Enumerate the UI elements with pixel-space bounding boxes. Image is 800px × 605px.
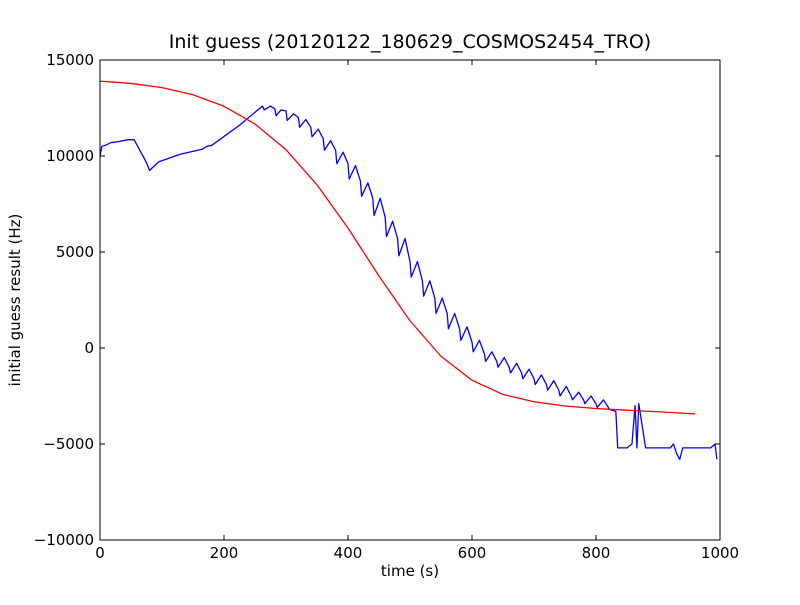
series-layer (100, 80, 718, 461)
x-tick-label: 0 (95, 544, 105, 562)
y-tick-label: 10000 (46, 147, 94, 165)
series-line-1 (100, 105, 718, 461)
x-tick-label: 200 (210, 544, 239, 562)
x-tick-label: 600 (458, 544, 487, 562)
x-tick-label: 800 (582, 544, 611, 562)
plot-area-background (100, 60, 720, 540)
y-tick-label: −5000 (43, 435, 94, 453)
chart-title: Init guess (20120122_180629_COSMOS2454_T… (169, 31, 651, 53)
y-tick-label: −10000 (34, 531, 94, 549)
y-tick-label: 15000 (46, 51, 94, 69)
x-axis-label: time (s) (381, 562, 439, 580)
y-axis-label: initial guess result (Hz) (6, 214, 24, 387)
y-tick-label: 5000 (56, 243, 94, 261)
tick-layer: 0 200 400 600 800 1000 −10000 −5000 0 5000 10000 15… (34, 51, 739, 562)
y-tick-label: 0 (84, 339, 94, 357)
plot-frame (99, 59, 721, 541)
series-line-2 (100, 80, 696, 415)
x-tick-label: 1000 (701, 544, 739, 562)
x-tick-label: 400 (334, 544, 363, 562)
